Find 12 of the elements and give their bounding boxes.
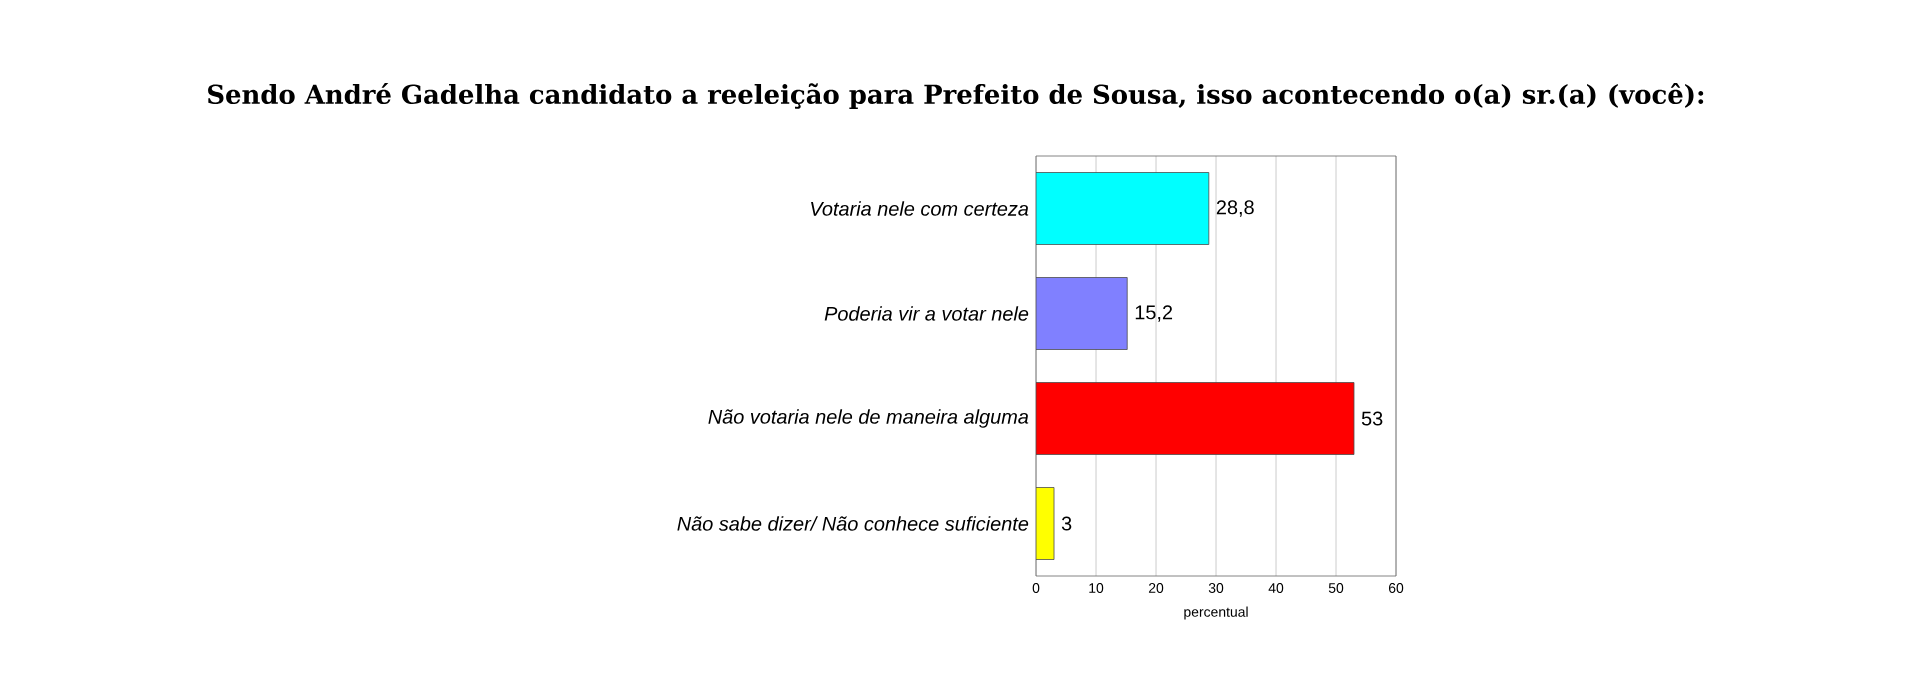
y-tick-label: Não votaria nele de maneira alguma xyxy=(708,409,1029,428)
chart-title: Sendo André Gadelha candidato a reeleição para Prefeito de Sousa, isso acontecendo o(a) sr.(a) (você): xyxy=(208,82,1704,110)
y-tick-label: Poderia vir a votar nele xyxy=(824,306,1029,321)
data-label: 15,2 xyxy=(1135,305,1173,322)
data-label: 53 xyxy=(1361,411,1383,426)
y-tick-label: Não sabe dizer/ Não conhece suficiente xyxy=(677,516,1029,531)
bar xyxy=(1036,172,1210,245)
data-label: 28,8 xyxy=(1216,200,1254,217)
bar xyxy=(1036,487,1055,560)
bar xyxy=(1036,277,1128,350)
data-label: 3 xyxy=(1061,516,1072,531)
y-tick-label: Votaria nele com certeza xyxy=(811,201,1029,216)
